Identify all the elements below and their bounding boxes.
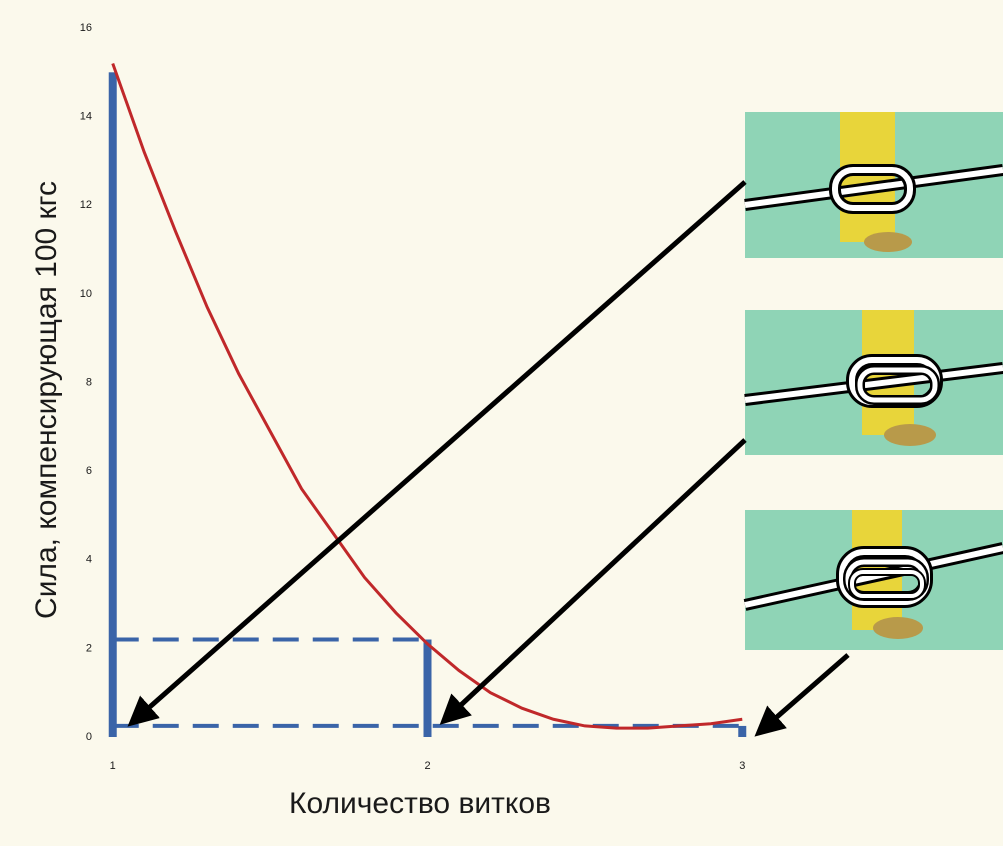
illustration-one-turn bbox=[745, 112, 1003, 258]
illustration-two-turns bbox=[745, 310, 1003, 455]
y-axis-label: Сила, компенсирующая 100 кгс bbox=[30, 181, 63, 619]
y-tick-label: 6 bbox=[86, 465, 92, 477]
bar bbox=[424, 640, 432, 737]
y-tick-label: 12 bbox=[80, 199, 92, 211]
chart: 0246810121416123 Количество витков Сила,… bbox=[0, 0, 1003, 846]
y-tick-label: 10 bbox=[80, 288, 92, 300]
illustrations bbox=[745, 112, 1003, 650]
y-tick-label: 14 bbox=[80, 111, 92, 123]
x-tick-label: 2 bbox=[424, 760, 430, 772]
y-tick-label: 4 bbox=[86, 554, 92, 566]
bar bbox=[738, 726, 746, 737]
y-tick-label: 0 bbox=[86, 731, 92, 743]
bar bbox=[109, 72, 117, 737]
y-tick-label: 8 bbox=[86, 376, 92, 388]
x-tick-label: 1 bbox=[110, 760, 116, 772]
y-tick-label: 16 bbox=[80, 22, 92, 34]
illustration-three-turns bbox=[745, 510, 1003, 650]
y-tick-label: 2 bbox=[86, 642, 92, 654]
x-axis-label: Количество витков bbox=[289, 787, 551, 820]
x-tick-label: 3 bbox=[739, 760, 745, 772]
